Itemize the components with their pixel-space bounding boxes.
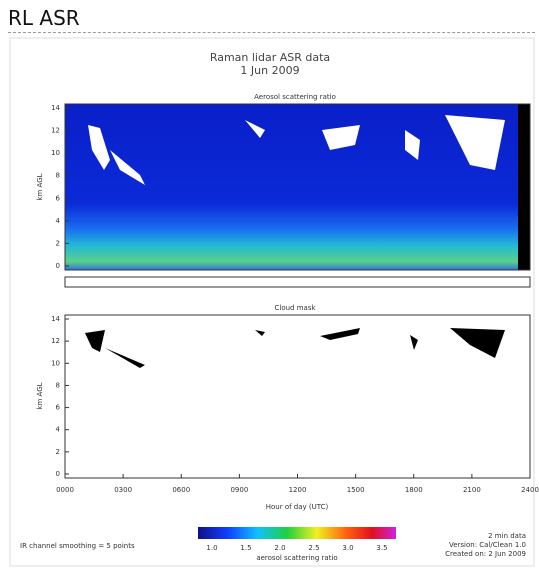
y-tick-label: 4	[56, 217, 61, 225]
figure-title: Raman lidar ASR data	[210, 51, 330, 64]
x-tick-label: 0600	[172, 486, 190, 494]
note: Version: Cal/Clean 1.0	[449, 541, 526, 549]
cloud-features	[88, 115, 505, 185]
colorbar-tick-label: 3.5	[376, 544, 387, 552]
y-tick-label: 2	[56, 239, 60, 247]
y-tick-label: 8	[56, 381, 60, 389]
note: Created on: 2 Jun 2009	[445, 550, 526, 558]
x-axis-label: Hour of day (UTC)	[266, 503, 329, 511]
plot-frame	[64, 314, 531, 479]
x-tick-label: 0900	[230, 486, 248, 494]
x-tick-label: 2400	[521, 486, 539, 494]
plot-frame	[64, 103, 531, 271]
y-tick-label: 6	[56, 404, 61, 412]
y-tick-label: 12	[51, 337, 60, 345]
y-tick-label: 10	[51, 149, 60, 157]
y-tick-label: 6	[56, 194, 61, 202]
y-axis-label: km AGL	[36, 382, 44, 409]
y-tick-label: 12	[51, 127, 60, 135]
y-tick-label: 0	[56, 470, 60, 478]
colorbar-tick-label: 2.5	[308, 544, 319, 552]
x-tick-label: 0000	[56, 486, 74, 494]
cloud-mask-features	[85, 328, 505, 368]
colorbar-tick-label: 1.5	[240, 544, 251, 552]
x-tick-label: 1500	[347, 486, 365, 494]
panel-title: Aerosol scattering ratio	[254, 93, 336, 101]
figure-date: 1 Jun 2009	[240, 64, 299, 77]
colorbar-tick-label: 1.0	[206, 544, 217, 552]
y-tick-label: 0	[56, 262, 60, 270]
colorbar-label: aerosol scattering ratio	[256, 554, 337, 562]
y-tick-label: 2	[56, 448, 60, 456]
y-tick-label: 14	[51, 315, 60, 323]
colorbar-tick-label: 2.0	[274, 544, 285, 552]
divider	[8, 32, 535, 33]
missing-data	[518, 104, 530, 270]
note: 2 min data	[488, 532, 526, 540]
colorbar-tick-label: 3.0	[342, 544, 353, 552]
y-tick-label: 14	[51, 104, 60, 112]
x-tick-label: 2100	[463, 486, 481, 494]
cloud-bar	[64, 276, 531, 288]
note: IR channel smoothing = 5 points	[20, 542, 135, 550]
y-axis-label: km AGL	[36, 173, 44, 200]
heatmap	[65, 104, 518, 270]
y-tick-label: 10	[51, 359, 60, 367]
colorbar	[198, 527, 396, 539]
x-tick-label: 0300	[114, 486, 132, 494]
x-tick-label: 1800	[405, 486, 423, 494]
x-tick-label: 1200	[289, 486, 307, 494]
panel-title: Cloud mask	[274, 304, 316, 312]
page-heading: RL ASR	[8, 6, 80, 30]
y-tick-label: 4	[56, 426, 61, 434]
y-tick-label: 8	[56, 172, 60, 180]
